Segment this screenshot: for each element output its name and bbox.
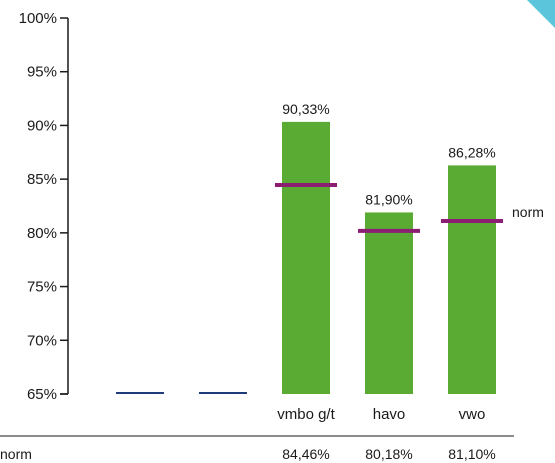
y-tick-label: 70%	[27, 332, 57, 349]
corner-tag	[527, 0, 555, 28]
y-tick-label: 95%	[27, 64, 57, 81]
bar-value-label: 81,90%	[365, 191, 412, 207]
norm-legend-label: norm	[512, 204, 544, 220]
x-category-label: havo	[373, 406, 406, 423]
bar-value-label: 86,28%	[448, 144, 495, 160]
y-tick-label: 80%	[27, 225, 57, 242]
y-tick-label: 90%	[27, 117, 57, 134]
labels: 90,33% vmbo g/t 81,90% havo 86,28% vwo norm	[277, 101, 544, 423]
x-category-label: vwo	[459, 406, 486, 423]
norm-table-value: 81,10%	[448, 446, 495, 462]
bar	[365, 212, 413, 394]
bar	[448, 165, 496, 394]
y-axis: 65% 70% 75% 80% 85% 90% 95% 100%	[19, 10, 69, 403]
bar-value-label: 90,33%	[282, 101, 329, 117]
norm-table: 84,46% 80,18% 81,10% norm	[0, 435, 514, 462]
norm-table-value: 80,18%	[365, 446, 412, 462]
x-category-label: vmbo g/t	[277, 406, 335, 423]
bar	[282, 121, 330, 395]
bars	[116, 121, 496, 395]
y-tick-label: 65%	[27, 386, 57, 403]
norm-table-row-label: norm	[0, 446, 32, 462]
y-tick-label: 100%	[19, 10, 57, 27]
y-tick-label: 85%	[27, 171, 57, 188]
norm-table-value: 84,46%	[282, 446, 329, 462]
y-tick-label: 75%	[27, 279, 57, 296]
norm-markers	[275, 182, 503, 233]
